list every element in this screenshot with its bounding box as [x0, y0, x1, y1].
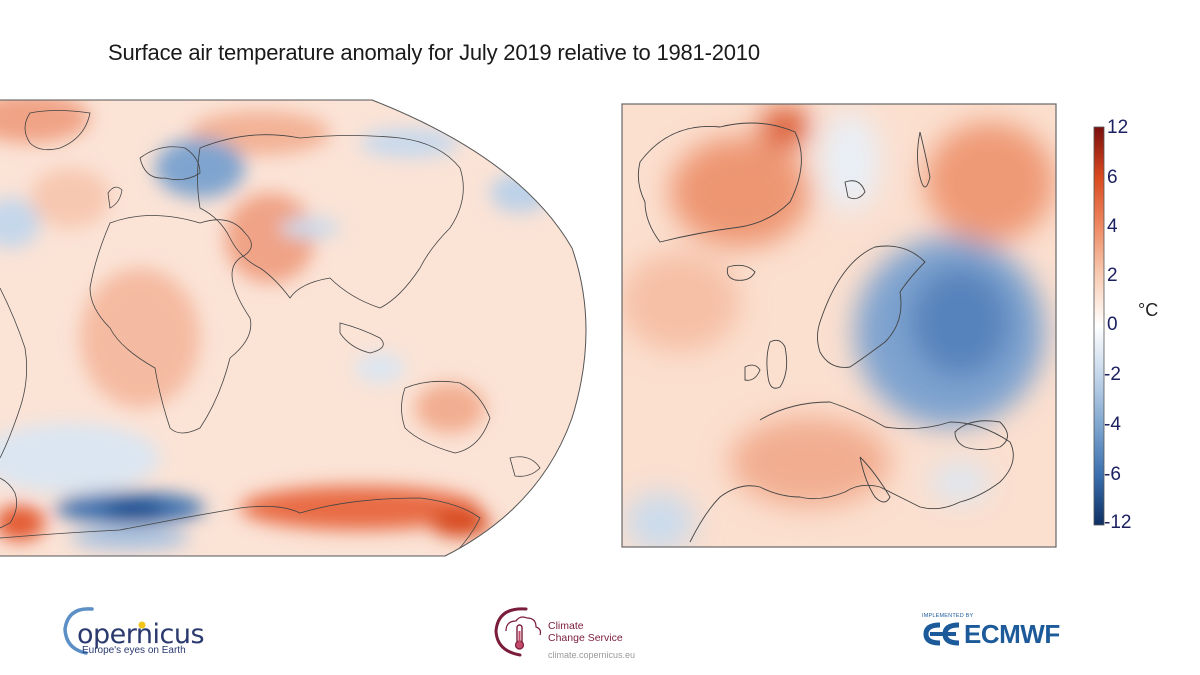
global-coastlines: [0, 110, 541, 554]
ecmwf-wordmark: ECMWF: [964, 619, 1060, 649]
coast-iceland: [726, 264, 756, 281]
coast-new-zealand: [509, 456, 541, 477]
anomaly-warm-central-europe: [730, 417, 890, 507]
colorbar-tick-label: 0: [1107, 314, 1118, 335]
europe-map: [621, 103, 1057, 548]
coast-ireland: [744, 364, 761, 381]
coast-black-sea: [954, 420, 1008, 450]
anomaly-cold-tibet: [280, 218, 340, 238]
coast-antarctica: [0, 497, 481, 554]
colorbar-tick-label: 6: [1107, 167, 1118, 188]
colorbar-tick-label: 12: [1107, 117, 1129, 138]
anomaly-cold-iberia-coast: [625, 492, 695, 547]
coast-novaya-zemlya: [917, 131, 931, 188]
anomaly-cold-antarctic-coast: [70, 526, 190, 550]
anomaly-warm-greenland-eu: [670, 137, 810, 247]
coast-antarctic-peninsula: [0, 477, 18, 529]
coast-eurasia: [197, 134, 464, 309]
anomaly-cold-north-atlantic: [0, 198, 40, 248]
anomaly-warm-greenland: [0, 100, 90, 143]
anomaly-cold-maritime: [355, 353, 405, 383]
colorbar-tick-label: 4: [1107, 216, 1118, 237]
chart-title: Surface air temperature anomaly for July…: [108, 40, 760, 65]
coast-svalbard: [844, 180, 866, 200]
anomaly-warm-africa: [80, 268, 200, 408]
coast-australia: [401, 380, 491, 454]
anomaly-cold-north-pacific: [490, 173, 550, 213]
anomaly-cold-scandinavia: [155, 138, 245, 198]
coast-scandinavia-eu: [817, 245, 926, 368]
colorbar-tick-label: -2: [1104, 364, 1121, 385]
anomaly-warm-kara-sea: [925, 122, 1055, 242]
global-map: [0, 99, 587, 557]
colorbar-tick-label: -12: [1104, 512, 1132, 533]
anomaly-warm-australia: [415, 383, 485, 433]
europe-coastlines: [637, 122, 1014, 543]
anomaly-cold-core: [910, 267, 1010, 377]
anomaly-warm-north-greenland: [760, 107, 810, 147]
coast-africa: [89, 215, 252, 434]
colorbar-unit: °C: [1138, 300, 1159, 320]
anomaly-warm-central-asia: [225, 193, 315, 283]
c3s-title-line1: Climate: [548, 620, 584, 632]
coast-greenland-eu: [637, 122, 802, 243]
anomaly-cold-black-sea: [930, 462, 990, 502]
anomaly-neutral-barents: [820, 112, 880, 212]
anomaly-warm-europe: [30, 168, 110, 228]
colorbar-tick-label: -4: [1104, 414, 1121, 435]
anomaly-cold-weddell-core: [105, 501, 165, 521]
copernicus-arc-icon: [63, 607, 94, 655]
anomaly-cold-east-siberia: [360, 128, 460, 158]
coast-britain-eu: [766, 339, 788, 389]
copernicus-sun-icon: [138, 621, 146, 629]
colorbar: [1093, 126, 1105, 526]
anomaly-warm-antarctic-peninsula: [0, 505, 45, 541]
copernicus-tagline: Europe's eyes on Earth: [82, 645, 186, 656]
global-map-border: [0, 99, 587, 557]
europe-map-border: [621, 103, 1057, 548]
colorbar-tick-label: 2: [1107, 265, 1118, 286]
anomaly-warm-antarctica-core: [430, 509, 490, 537]
anomaly-cold-south-atlantic: [0, 423, 160, 493]
coast-italy: [859, 456, 891, 503]
coast-britain: [107, 186, 123, 209]
coast-continental-europe: [689, 401, 1014, 543]
c3s-thermometer-cloud-icon: [494, 607, 542, 657]
anomaly-warm-east-antarctica: [240, 486, 480, 530]
coast-south-america: [0, 287, 28, 459]
colorbar-tick-label: -6: [1104, 464, 1121, 485]
coast-indonesia: [339, 322, 384, 354]
anomaly-warm-north-atlantic: [622, 252, 740, 352]
c3s-url: climate.copernicus.eu: [548, 650, 636, 660]
colorbar-gradient: [1093, 126, 1105, 526]
coast-scandinavia: [139, 146, 201, 181]
ecmwf-implemented-by: IMPLEMENTED BY: [922, 613, 974, 619]
copernicus-wordmark: opernicus: [77, 619, 205, 650]
coast-greenland: [24, 110, 91, 151]
c3s-title-line2: Change Service: [548, 632, 623, 644]
ecmwf-emblem-icon: [923, 622, 960, 646]
